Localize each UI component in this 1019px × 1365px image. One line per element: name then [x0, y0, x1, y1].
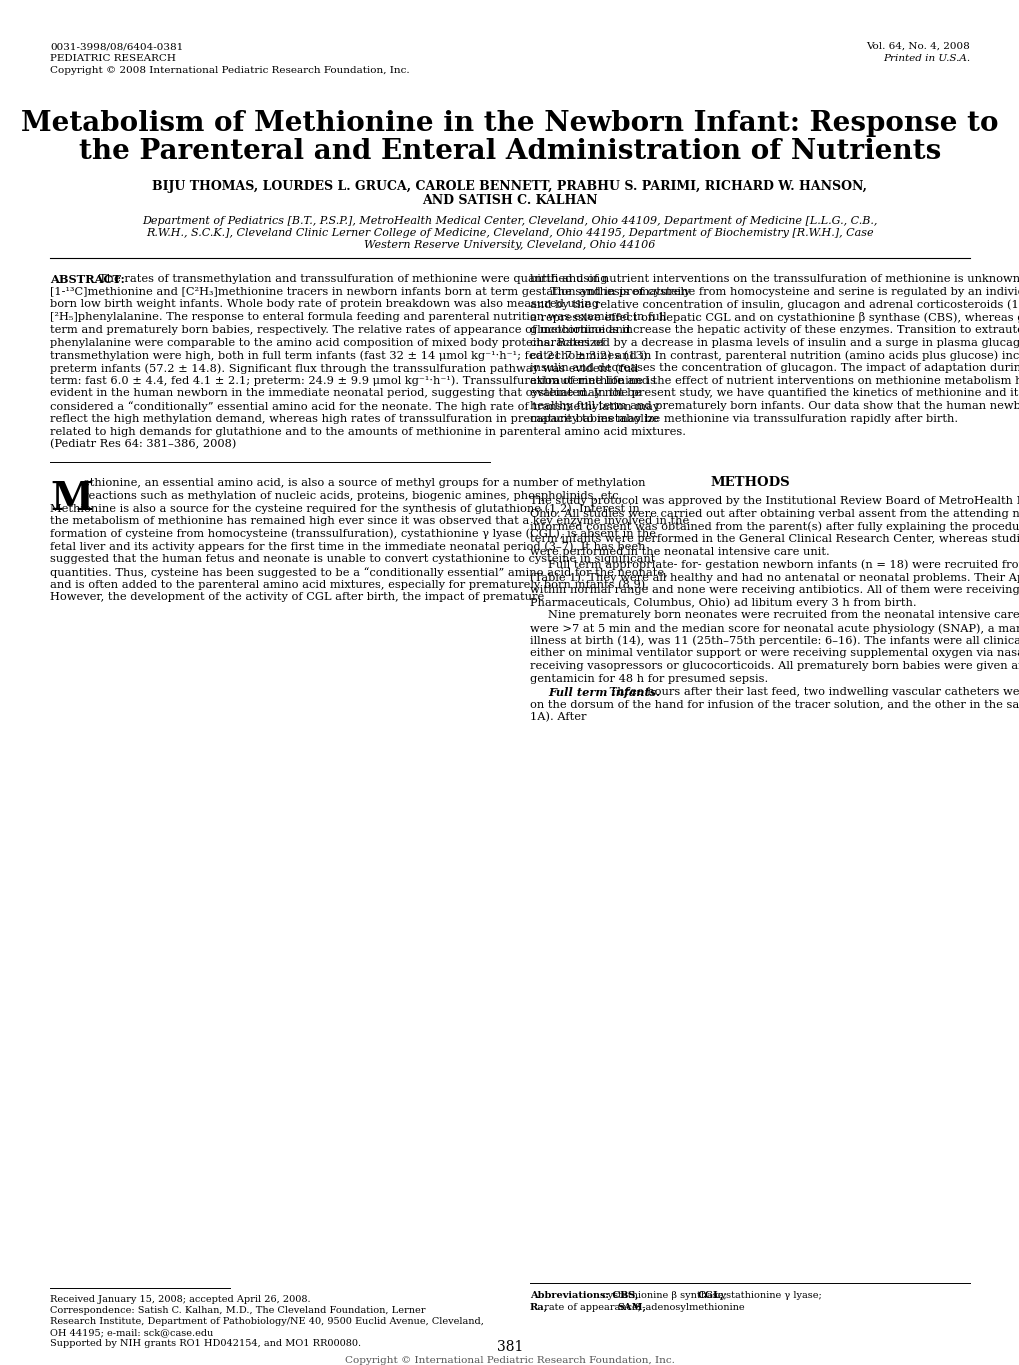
Text: Methionine is also a source for the cysteine required for the synthesis of gluta: Methionine is also a source for the cyst… [50, 504, 639, 513]
Text: Metabolism of Methionine in the Newborn Infant: Response to: Metabolism of Methionine in the Newborn … [21, 111, 998, 136]
Text: [1-¹³C]methionine and [C²H₃]methionine tracers in newborn infants born at term g: [1-¹³C]methionine and [C²H₃]methionine t… [50, 287, 690, 296]
Text: PEDIATRIC RESEARCH: PEDIATRIC RESEARCH [50, 55, 175, 63]
Text: preterm infants (57.2 ± 14.8). Significant flux through the transsulfuration pat: preterm infants (57.2 ± 14.8). Significa… [50, 363, 638, 374]
Text: ethionine, an essential amino acid, is also a source of methyl groups for a numb: ethionine, an essential amino acid, is a… [83, 478, 645, 487]
Text: rate of appearance;: rate of appearance; [540, 1304, 643, 1312]
Text: Printed in U.S.A.: Printed in U.S.A. [882, 55, 969, 63]
Text: informed consent was obtained from the parent(s) after fully explaining the proc: informed consent was obtained from the p… [530, 521, 1019, 532]
Text: Western Reserve University, Cleveland, Ohio 44106: Western Reserve University, Cleveland, O… [364, 240, 655, 250]
Text: The rates of transmethylation and transsulfuration of methionine were quantified: The rates of transmethylation and transs… [99, 274, 606, 284]
Text: evident in the human newborn in the immediate neonatal period, suggesting that c: evident in the human newborn in the imme… [50, 389, 641, 399]
Text: S-adenosylmethionine: S-adenosylmethionine [632, 1304, 744, 1312]
Text: Ra,: Ra, [530, 1304, 548, 1312]
Text: glucocorticoids increase the hepatic activity of these enzymes. Transition to ex: glucocorticoids increase the hepatic act… [530, 325, 1019, 334]
Text: were performed in the neonatal intensive care unit.: were performed in the neonatal intensive… [530, 547, 828, 557]
Text: The study protocol was approved by the Institutional Review Board of MetroHealth: The study protocol was approved by the I… [530, 495, 1019, 506]
Text: the Parenteral and Enteral Administration of Nutrients: the Parenteral and Enteral Administratio… [78, 138, 941, 165]
Text: extrauterine life and the effect of nutrient interventions on methionine metabol: extrauterine life and the effect of nutr… [530, 375, 1019, 386]
Text: reflect the high methylation demand, whereas high rates of transsulfuration in p: reflect the high methylation demand, whe… [50, 414, 658, 423]
Text: evaluated. In the present study, we have quantified the kinetics of methionine a: evaluated. In the present study, we have… [530, 389, 1019, 399]
Text: characterized by a decrease in plasma levels of insulin and a surge in plasma gl: characterized by a decrease in plasma le… [530, 337, 1019, 348]
Text: (Pediatr Res 64: 381–386, 2008): (Pediatr Res 64: 381–386, 2008) [50, 440, 236, 449]
Text: either on minimal ventilator support or were receiving supplemental oxygen via n: either on minimal ventilator support or … [530, 648, 1019, 658]
Text: the metabolism of methionine has remained high ever since it was observed that a: the metabolism of methionine has remaine… [50, 516, 689, 526]
Text: CGL,: CGL, [697, 1291, 723, 1299]
Text: METHODS: METHODS [709, 476, 789, 489]
Text: birth and of nutrient interventions on the transsulfuration of methionine is unk: birth and of nutrient interventions on t… [530, 274, 1019, 284]
Text: (Table 1). They were all healthy and had no antenatal or neonatal problems. Thei: (Table 1). They were all healthy and had… [530, 572, 1019, 583]
Text: Supported by NIH grants RO1 HD042154, and MO1 RR00080.: Supported by NIH grants RO1 HD042154, an… [50, 1339, 361, 1349]
Text: OH 44195; e-mail: sck@case.edu: OH 44195; e-mail: sck@case.edu [50, 1328, 213, 1336]
Text: term: fast 6.0 ± 4.4, fed 4.1 ± 2.1; preterm: 24.9 ± 9.9 μmol kg⁻¹·h⁻¹). Transsu: term: fast 6.0 ± 4.4, fed 4.1 ± 2.1; pre… [50, 375, 655, 386]
Text: born low birth weight infants. Whole body rate of protein breakdown was also mea: born low birth weight infants. Whole bod… [50, 299, 598, 310]
Text: R.W.H., S.C.K.], Cleveland Clinic Lerner College of Medicine, Cleveland, Ohio 44: R.W.H., S.C.K.], Cleveland Clinic Lerner… [146, 228, 873, 238]
Text: cystathionine β synthase;: cystathionine β synthase; [598, 1291, 730, 1299]
Text: insulin and decreases the concentration of glucagon. The impact of adaptation du: insulin and decreases the concentration … [530, 363, 1019, 373]
Text: and is often added to the parenteral amino acid mixtures, especially for prematu: and is often added to the parenteral ami… [50, 580, 648, 590]
Text: and by the relative concentration of insulin, glucagon and adrenal corticosteroi: and by the relative concentration of ins… [530, 299, 1019, 310]
Text: on the dorsum of the hand for infusion of the tracer solution, and the other in : on the dorsum of the hand for infusion o… [530, 699, 1019, 710]
Text: Copyright © 2008 International Pediatric Research Foundation, Inc.: Copyright © 2008 International Pediatric… [50, 66, 410, 75]
Text: ABSTRACT:: ABSTRACT: [50, 274, 124, 285]
Text: considered a “conditionally” essential amino acid for the neonate. The high rate: considered a “conditionally” essential a… [50, 401, 658, 412]
Text: Copyright © International Pediatric Research Foundation, Inc.: Copyright © International Pediatric Rese… [344, 1355, 675, 1365]
Text: 1A). After: 1A). After [530, 713, 586, 722]
Text: reactions such as methylation of nucleic acids, proteins, biogenic amines, phosp: reactions such as methylation of nucleic… [83, 490, 622, 501]
Text: formation of cysteine from homocysteine (transsulfuration), cystathionine γ lyas: formation of cysteine from homocysteine … [50, 528, 655, 539]
Text: M: M [50, 480, 93, 517]
Text: quantities. Thus, cysteine has been suggested to be a “conditionally essential” : quantities. Thus, cysteine has been sugg… [50, 566, 667, 577]
Text: related to high demands for glutathione and to the amounts of methionine in pare: related to high demands for glutathione … [50, 426, 686, 437]
Text: term and prematurely born babies, respectively. The relative rates of appearance: term and prematurely born babies, respec… [50, 325, 630, 334]
Text: fetal liver and its activity appears for the first time in the immediate neonata: fetal liver and its activity appears for… [50, 542, 645, 551]
Text: phenylalanine were comparable to the amino acid composition of mixed body protei: phenylalanine were comparable to the ami… [50, 337, 604, 348]
Text: healthy full term and prematurely born infants. Our data show that the human new: healthy full term and prematurely born i… [530, 401, 1019, 411]
Text: Full term appropriate- for- gestation newborn infants (n = 18) were recruited fr: Full term appropriate- for- gestation ne… [547, 560, 1019, 571]
Text: were >7 at 5 min and the median score for neonatal acute physiology (SNAP), a ma: were >7 at 5 min and the median score fo… [530, 622, 1019, 633]
Text: Nine prematurely born neonates were recruited from the neonatal intensive care u: Nine prematurely born neonates were recr… [547, 610, 1019, 620]
Text: within normal range and none were receiving antibiotics. All of them were receiv: within normal range and none were receiv… [530, 586, 1019, 595]
Text: Received January 15, 2008; accepted April 26, 2008.: Received January 15, 2008; accepted Apri… [50, 1295, 311, 1304]
Text: catecholamines (13). In contrast, parenteral nutrition (amino acids plus glucose: catecholamines (13). In contrast, parent… [530, 351, 1019, 360]
Text: Ohio. All studies were carried out after obtaining verbal assent from the attend: Ohio. All studies were carried out after… [530, 509, 1019, 519]
Text: Correspondence: Satish C. Kalhan, M.D., The Cleveland Foundation, Lerner: Correspondence: Satish C. Kalhan, M.D., … [50, 1306, 425, 1314]
Text: Pharmaceuticals, Columbus, Ohio) ad libitum every 3 h from birth.: Pharmaceuticals, Columbus, Ohio) ad libi… [530, 598, 916, 609]
Text: gentamicin for 48 h for presumed sepsis.: gentamicin for 48 h for presumed sepsis. [530, 674, 767, 684]
Text: 0031-3998/08/6404-0381: 0031-3998/08/6404-0381 [50, 42, 183, 51]
Text: receiving vasopressors or glucocorticoids. All prematurely born babies were give: receiving vasopressors or glucocorticoid… [530, 661, 1019, 672]
Text: BIJU THOMAS, LOURDES L. GRUCA, CAROLE BENNETT, PRABHU S. PARIMI, RICHARD W. HANS: BIJU THOMAS, LOURDES L. GRUCA, CAROLE BE… [153, 180, 866, 192]
Text: Department of Pediatrics [B.T., P.S.P.], MetroHealth Medical Center, Cleveland, : Department of Pediatrics [B.T., P.S.P.],… [143, 216, 876, 227]
Text: The synthesis of cysteine from homocysteine and serine is regulated by an indivi: The synthesis of cysteine from homocyste… [549, 287, 1019, 296]
Text: suggested that the human fetus and neonate is unable to convert cystathionine to: suggested that the human fetus and neona… [50, 554, 655, 564]
Text: Three hours after their last feed, two indwelling vascular catheters were placed: Three hours after their last feed, two i… [605, 687, 1019, 696]
Text: term infants were performed in the General Clinical Research Center, whereas stu: term infants were performed in the Gener… [530, 534, 1019, 545]
Text: Abbreviations: CBS,: Abbreviations: CBS, [530, 1291, 638, 1299]
Text: Research Institute, Department of Pathobiology/NE 40, 9500 Euclid Avenue, Clevel: Research Institute, Department of Pathob… [50, 1317, 483, 1325]
Text: Full term infants.: Full term infants. [547, 687, 659, 698]
Text: SAM,: SAM, [616, 1304, 646, 1312]
Text: illness at birth (14), was 11 (25th–75th percentile: 6–16). The infants were all: illness at birth (14), was 11 (25th–75th… [530, 636, 1019, 646]
Text: AND SATISH C. KALHAN: AND SATISH C. KALHAN [422, 194, 597, 207]
Text: However, the development of the activity of CGL after birth, the impact of prema: However, the development of the activity… [50, 592, 544, 602]
Text: a repressive effect on hepatic CGL and on cystathionine β synthase (CBS), wherea: a repressive effect on hepatic CGL and o… [530, 313, 1019, 324]
Text: capacity to metabolize methionine via transsulfuration rapidly after birth.: capacity to metabolize methionine via tr… [530, 414, 957, 423]
Text: [²H₅]phenylalanine. The response to enteral formula feeding and parenteral nutri: [²H₅]phenylalanine. The response to ente… [50, 313, 666, 322]
Text: cystathionine γ lyase;: cystathionine γ lyase; [711, 1291, 821, 1299]
Text: transmethylation were high, both in full term infants (fast 32 ± 14 μmol kg⁻¹·h⁻: transmethylation were high, both in full… [50, 351, 651, 360]
Text: 381: 381 [496, 1340, 523, 1354]
Text: Vol. 64, No. 4, 2008: Vol. 64, No. 4, 2008 [865, 42, 969, 51]
